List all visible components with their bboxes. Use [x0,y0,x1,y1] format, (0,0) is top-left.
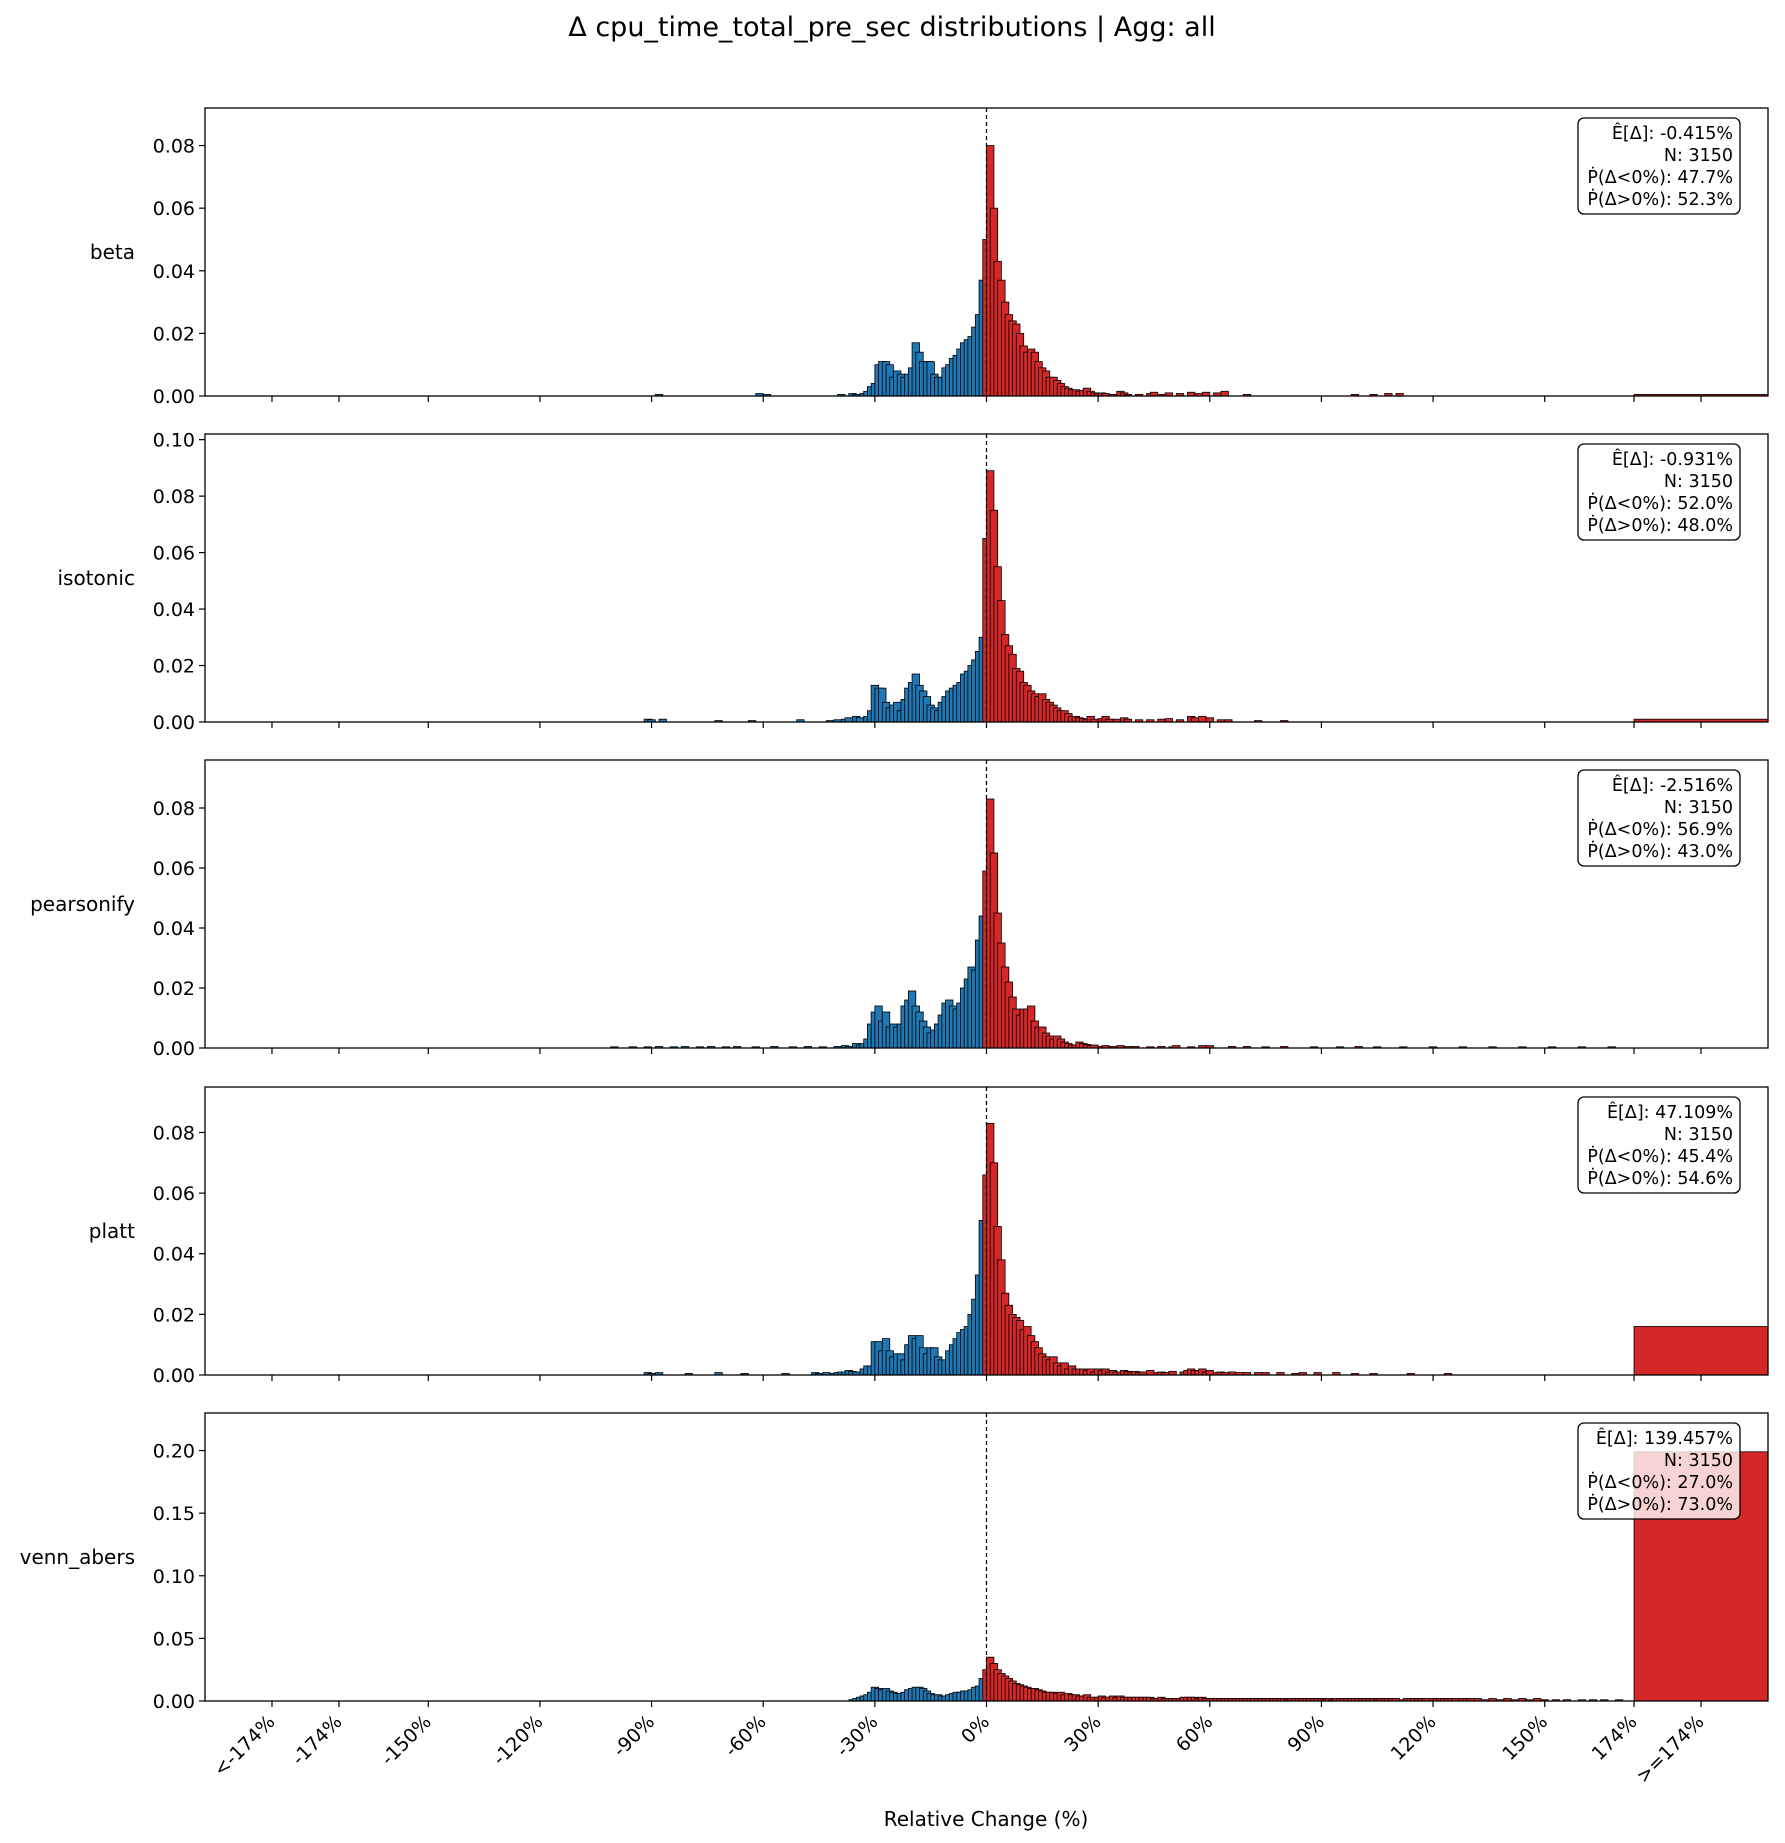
y-tick-label: 0.02 [153,656,195,678]
x-tick-label: <-174% [209,1711,279,1781]
stats-box [1577,1096,1741,1194]
y-tick-label: 0.06 [153,543,195,565]
bar [1220,390,1229,397]
y-tick-label: 0.08 [153,486,195,508]
y-tick-label: 0.05 [153,1628,195,1650]
y-tick-label: 0.04 [153,599,195,621]
y-tick-label: 0.02 [153,1304,195,1326]
x-axis-label: Relative Change (%) [884,1807,1089,1831]
stats-line: Ṗ(Δ<0%): 52.0% [1587,493,1733,514]
y-tick-label: 0.08 [153,798,195,820]
stats-line: Ṗ(Δ<0%): 45.4% [1587,1146,1733,1167]
stats-line: N: 3150 [1664,146,1733,166]
x-tick-label: >=174% [1632,1711,1708,1787]
x-tick-label: -30% [832,1711,882,1761]
x-tick-label: 60% [1172,1711,1217,1756]
panel-beta: 0.00 0.02 0.04 0.06 0.08 beta Ê[Δ]: -0.415%N: … [90,107,1769,408]
y-tick-label: 0.00 [153,1691,195,1713]
panel-frame [204,107,1769,397]
bar [1146,1370,1155,1376]
y-tick-label: 0.00 [153,1365,195,1387]
x-tick-label: 0% [957,1711,994,1748]
y-tick-label: 0.06 [153,1183,195,1205]
y-tick-label: 0.02 [153,323,195,345]
stats-line: Ṗ(Δ>0%): 48.0% [1587,515,1733,536]
y-tick-label: 0.10 [153,1566,195,1588]
x-tick-label: -120% [489,1711,548,1770]
stats-line: N: 3150 [1664,798,1733,818]
stats-box [1577,443,1741,541]
panel-label: platt [89,1219,135,1243]
stats-box [1577,769,1741,867]
panel-isotonic: 0.00 0.02 0.04 0.06 0.08 0.10 isotonic Ê[Δ]: -0… [57,430,1769,734]
stats-line: Ṗ(Δ>0%): 52.3% [1587,189,1733,210]
y-tick-label: 0.00 [153,1038,195,1060]
stats-line: Ê[Δ]: 47.109% [1607,1101,1733,1123]
y-tick-label: 0.15 [153,1503,195,1525]
panel-label: beta [90,240,135,264]
y-tick-label: 0.04 [153,1244,195,1266]
stats-line: Ê[Δ]: -2.516% [1612,774,1733,796]
stats-line: Ê[Δ]: -0.931% [1612,448,1733,470]
stats-line: Ê[Δ]: 139.457% [1596,1427,1733,1449]
y-tick-label: 0.06 [153,198,195,220]
panel-frame [204,433,1769,723]
bar [1198,715,1207,723]
stats-line: N: 3150 [1664,472,1733,492]
x-axis: <-174% -174% -150% -120% -90% -60% -30% 0% 30% 60… [209,1711,1708,1787]
x-tick-label: 174% [1588,1711,1642,1765]
y-tick-label: 0.00 [153,712,195,734]
stats-line: Ê[Δ]: -0.415% [1612,122,1733,144]
overflow-bar [1633,1326,1769,1376]
panel-venn_abers: 0.00 0.05 0.10 0.15 0.20 venn_abers Ê[Δ]: 139.… [20,1412,1769,1713]
x-tick-label: 120% [1387,1711,1441,1765]
panel-platt: 0.00 0.02 0.04 0.06 0.08 platt Ê[Δ]: 47.109%N:… [89,1086,1769,1387]
y-tick-label: 0.08 [153,136,195,158]
stats-box [1577,1422,1741,1520]
panel-frame [204,1412,1769,1702]
y-tick-label: 0.04 [153,918,195,940]
stats-line: Ṗ(Δ>0%): 54.6% [1587,1168,1733,1189]
stats-line: N: 3150 [1664,1125,1733,1145]
y-tick-label: 0.06 [153,858,195,880]
x-tick-label: -60% [720,1711,770,1761]
panel-label: isotonic [57,566,135,590]
stats-line: Ṗ(Δ<0%): 27.0% [1587,1472,1733,1493]
x-tick-label: -90% [609,1711,659,1761]
y-tick-label: 0.04 [153,261,195,283]
panel-label: pearsonify [30,892,135,916]
x-tick-label: 90% [1284,1711,1329,1756]
panel-pearsonify: 0.00 0.02 0.04 0.06 0.08 pearsonify Ê[Δ]: -2.5… [30,759,1769,1060]
stats-line: Ṗ(Δ<0%): 47.7% [1587,167,1733,188]
panel-frame [204,1086,1769,1376]
panel-label: venn_abers [20,1545,135,1569]
y-tick-label: 0.02 [153,978,195,1000]
y-tick-label: 0.20 [153,1441,195,1463]
x-tick-label: -150% [377,1711,436,1770]
chart-title: Δ cpu_time_total_pre_sec distributions |… [568,12,1215,43]
stats-box [1577,117,1741,215]
stats-line: Ṗ(Δ>0%): 73.0% [1587,1494,1733,1515]
stats-line: N: 3150 [1664,1451,1733,1471]
x-tick-label: 150% [1498,1711,1552,1765]
bar [1205,1370,1214,1376]
x-tick-label: -174% [288,1711,347,1770]
y-tick-label: 0.00 [153,386,195,408]
stats-line: Ṗ(Δ<0%): 56.9% [1587,819,1733,840]
panel-frame [204,759,1769,1049]
x-tick-label: 30% [1060,1711,1105,1756]
y-tick-label: 0.10 [153,430,195,452]
y-tick-label: 0.08 [153,1122,195,1144]
stats-line: Ṗ(Δ>0%): 43.0% [1587,841,1733,862]
